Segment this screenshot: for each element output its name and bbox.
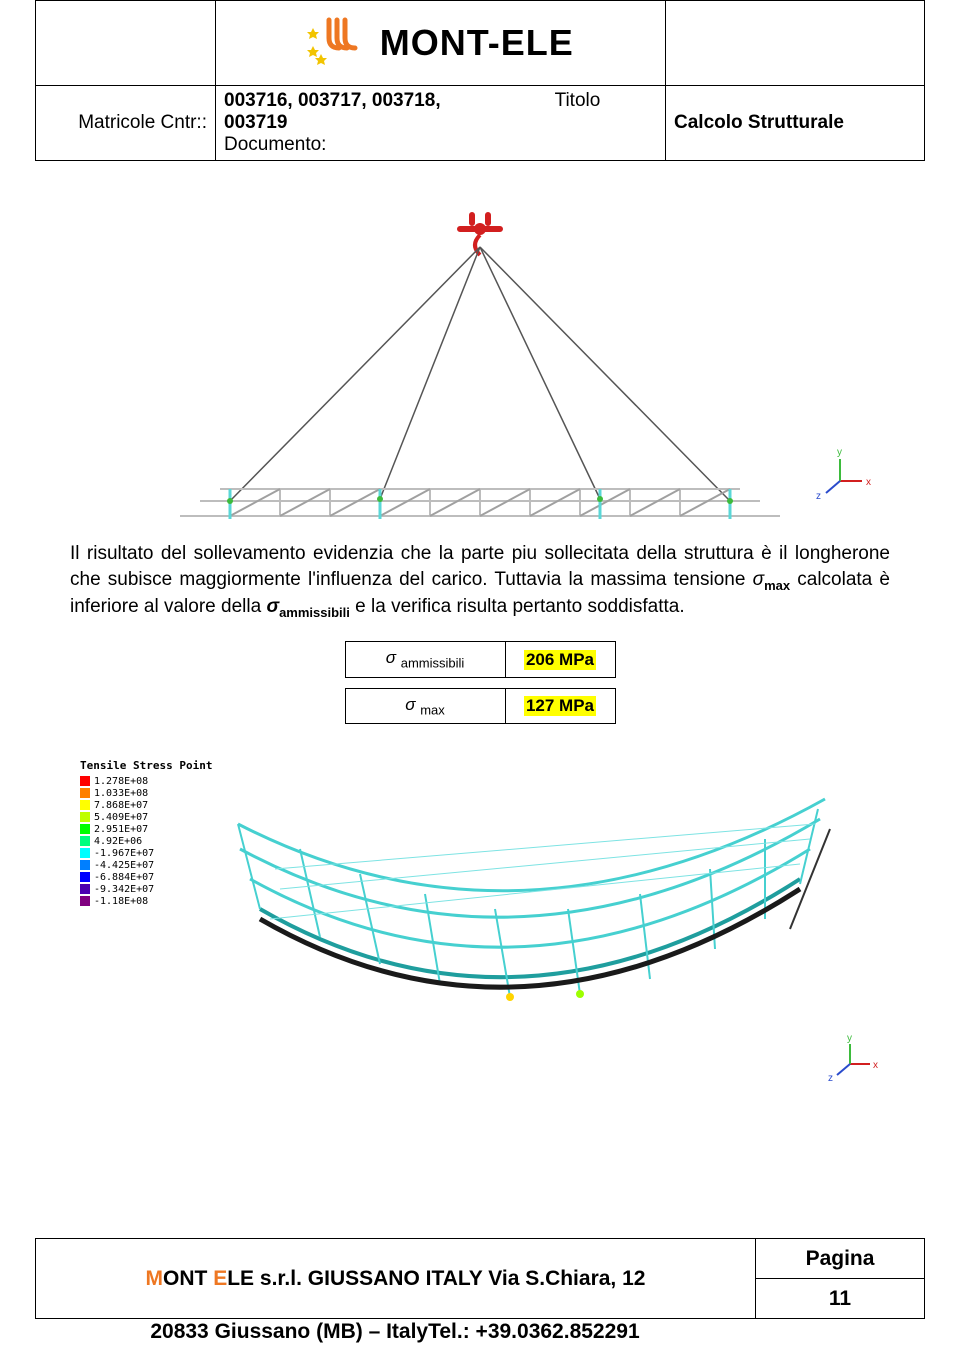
- sigma-ammissibili-value: 206 MPa: [524, 650, 596, 670]
- legend-row: -1.967E+07: [80, 847, 212, 859]
- svg-text:x: x: [873, 1060, 878, 1071]
- legend-swatch: [80, 848, 90, 858]
- legend-value: -9.342E+07: [94, 884, 154, 895]
- legend-value: 4.92E+06: [94, 836, 142, 847]
- legend-swatch: [80, 800, 90, 810]
- legend-row: -1.18E+08: [80, 895, 212, 907]
- legend-row: 1.033E+08: [80, 787, 212, 799]
- sigma-max-table: σ max 127 MPa: [345, 688, 616, 724]
- footer-line2: 20833 Giussano (MB) – ItalyTel.: +39.036…: [35, 1320, 755, 1344]
- sigma-ammissibili-table: σ ammissibili 206 MPa: [345, 641, 616, 677]
- legend-swatch: [80, 860, 90, 870]
- page-number: 11: [756, 1279, 925, 1319]
- logo-icon: [307, 16, 367, 71]
- footer-table: MONT ELE s.r.l. GIUSSANO ITALY Via S.Chi…: [35, 1238, 925, 1319]
- legend-swatch: [80, 836, 90, 846]
- header-table: MONT-ELE Matricole Cntr:: 003716, 003717…: [35, 0, 925, 161]
- legend-row: 2.951E+07: [80, 823, 212, 835]
- svg-text:x: x: [866, 477, 871, 488]
- legend-value: 2.951E+07: [94, 824, 148, 835]
- legend-swatch: [80, 824, 90, 834]
- result-paragraph: Il risultato del sollevamento evidenzia …: [70, 541, 890, 621]
- legend-value: -1.18E+08: [94, 896, 148, 907]
- legend-row: -4.425E+07: [80, 859, 212, 871]
- legend-swatch: [80, 884, 90, 894]
- legend-value: 7.868E+07: [94, 800, 148, 811]
- svg-text:z: z: [816, 491, 821, 502]
- legend-row: -6.884E+07: [80, 871, 212, 883]
- stress-legend: Tensile Stress Point 1.278E+081.033E+087…: [80, 759, 212, 907]
- matricole-value: 003716, 003717, 003718, 003719: [224, 90, 464, 134]
- legend-swatch: [80, 872, 90, 882]
- legend-value: -1.967E+07: [94, 848, 154, 859]
- legend-swatch: [80, 776, 90, 786]
- legend-swatch: [80, 788, 90, 798]
- legend-value: -4.425E+07: [94, 860, 154, 871]
- legend-row: 4.92E+06: [80, 835, 212, 847]
- svg-text:z: z: [828, 1073, 833, 1084]
- titolo-value: Calcolo Strutturale: [666, 86, 925, 161]
- legend-value: 5.409E+07: [94, 812, 148, 823]
- legend-row: 1.278E+08: [80, 775, 212, 787]
- footer-line1: MONT ELE s.r.l. GIUSSANO ITALY Via S.Chi…: [46, 1267, 745, 1291]
- legend-value: -6.884E+07: [94, 872, 154, 883]
- legend-value: 1.278E+08: [94, 776, 148, 787]
- axis-gizmo-icon: x y z: [816, 447, 871, 502]
- legend-row: -9.342E+07: [80, 883, 212, 895]
- lifting-figure: x y z: [80, 201, 880, 521]
- axis-gizmo-icon: x y z: [828, 1033, 878, 1084]
- matricole-label: Matricole Cntr::: [36, 86, 216, 161]
- stress-figure: Tensile Stress Point 1.278E+081.033E+087…: [80, 749, 880, 1089]
- sigma-max-value: 127 MPa: [524, 696, 596, 716]
- logo-cell: MONT-ELE: [216, 1, 666, 86]
- svg-text:y: y: [847, 1033, 852, 1044]
- svg-text:y: y: [837, 447, 842, 458]
- logo-text: MONT-ELE: [380, 22, 574, 64]
- legend-value: 1.033E+08: [94, 788, 148, 799]
- page-label: Pagina: [756, 1239, 925, 1279]
- legend-row: 5.409E+07: [80, 811, 212, 823]
- legend-row: 7.868E+07: [80, 799, 212, 811]
- legend-swatch: [80, 896, 90, 906]
- legend-swatch: [80, 812, 90, 822]
